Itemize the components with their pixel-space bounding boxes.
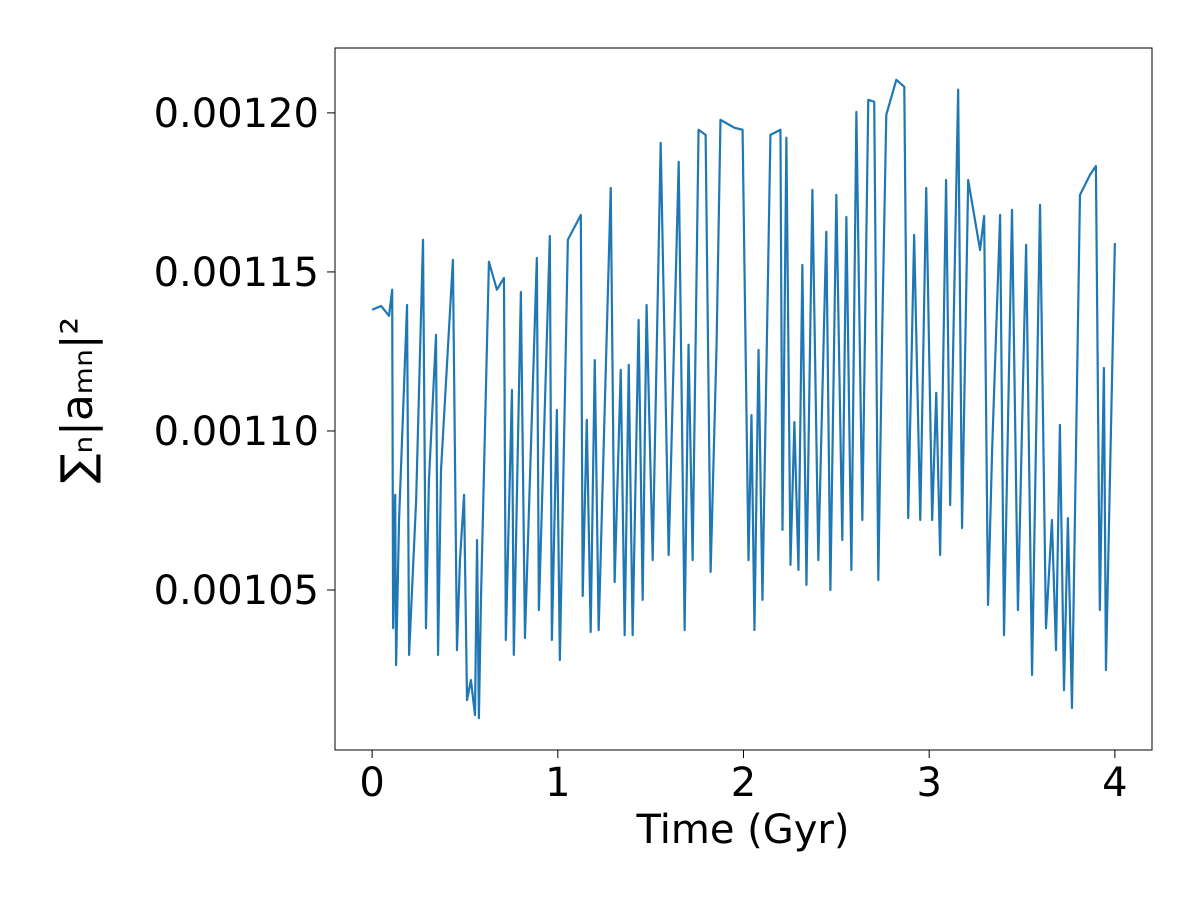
x-tick-label: 1 — [545, 760, 570, 806]
y-tick-label: 0.00115 — [154, 250, 319, 296]
y-axis-label: ∑ₙ|aₘₙ|² — [52, 317, 103, 483]
plot-frame — [334, 47, 1153, 751]
data-line — [371, 78, 1116, 720]
x-tick-label: 2 — [731, 760, 756, 806]
y-tick-label: 0.00105 — [154, 568, 319, 614]
y-tick-label: 0.00110 — [154, 409, 319, 455]
y-tick-label: 0.00120 — [154, 91, 319, 137]
x-axis-label: Time (Gyr) — [636, 807, 850, 853]
x-tick-label: 3 — [916, 760, 941, 806]
x-tick-label: 0 — [359, 760, 384, 806]
x-tick-label: 4 — [1102, 760, 1127, 806]
